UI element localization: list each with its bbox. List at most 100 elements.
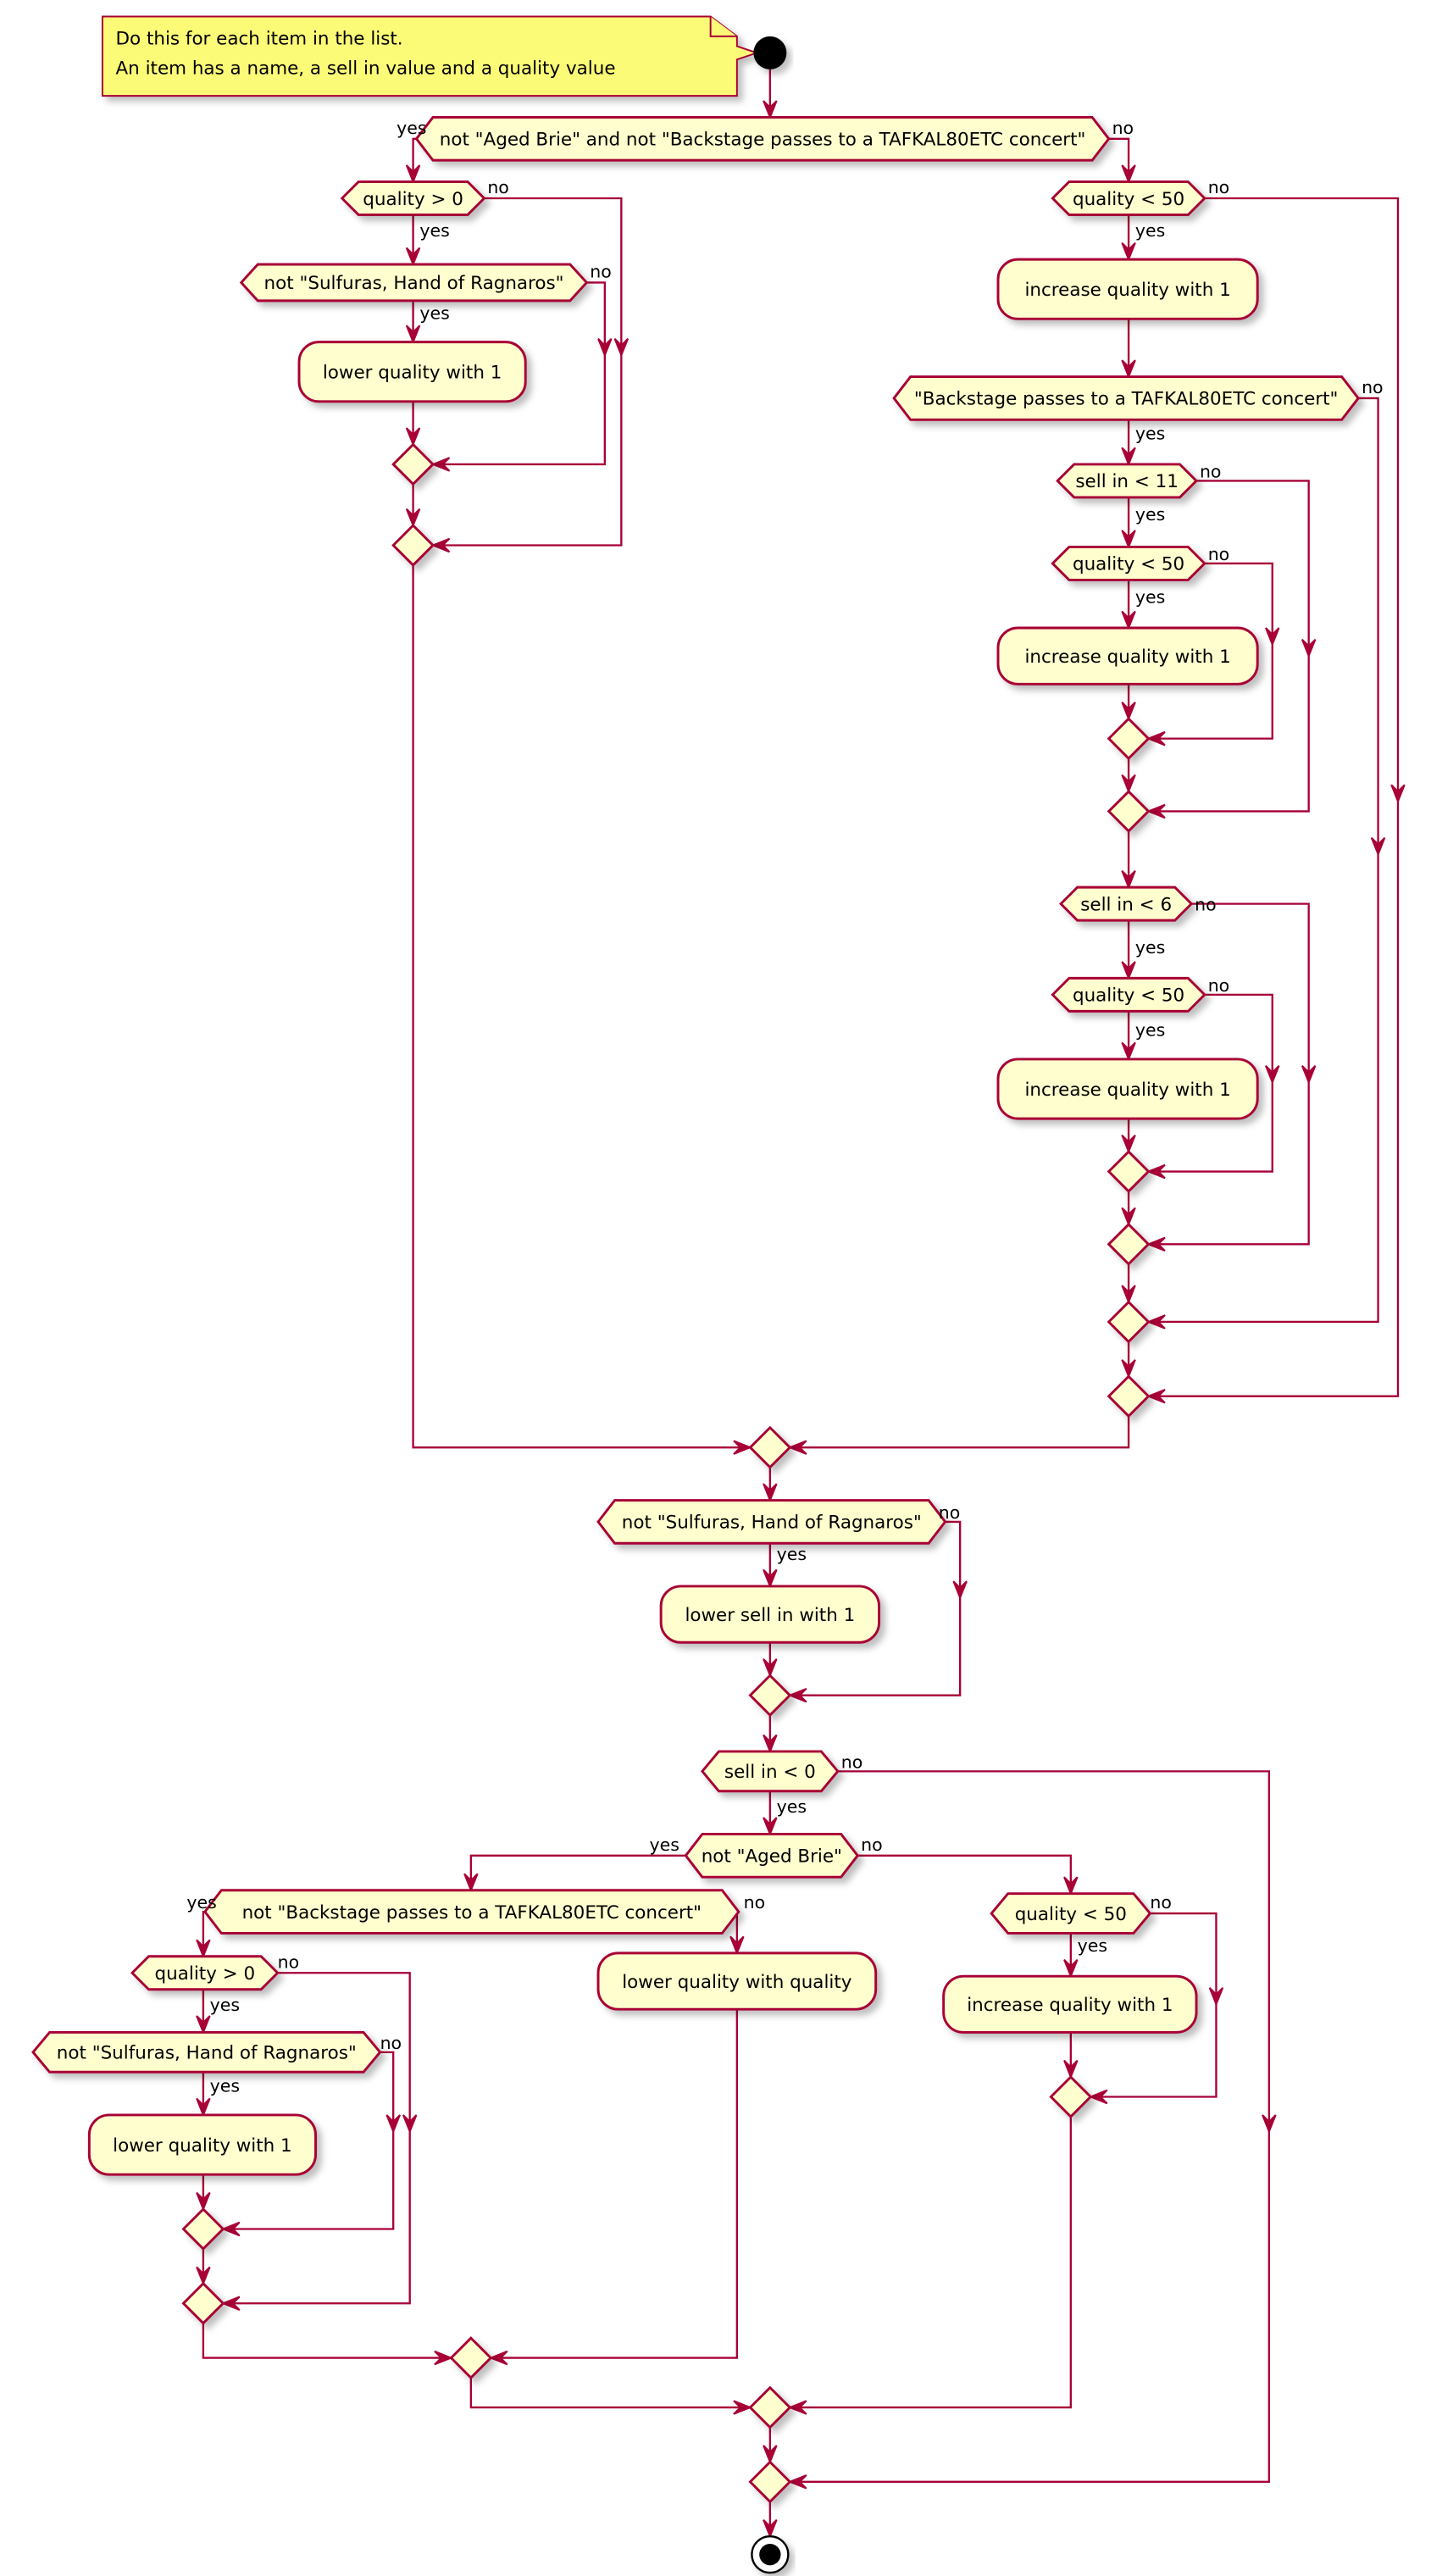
arrowhead-icon [463,1873,479,1893]
arrowhead-icon [1265,627,1280,647]
arrowhead-icon [196,2015,211,2035]
no-label: no [590,262,612,282]
action-a4: increase quality with 1 [996,1058,1259,1120]
arrowhead-icon [1121,530,1136,550]
node-label: not "Backstage passes to a TAFKAL80ETC c… [242,1902,702,1924]
arrowhead-icon [220,2296,241,2311]
decision-d5: "Backstage passes to a TAFKAL80ETC conce… [892,375,1361,421]
branch-labels: yes no no yes no yes no yes no yes no yes no yes no yes… [186,118,1383,2096]
action-a5: lower sell in with 1 [659,1585,881,1644]
node-label: sell in < 6 [1080,894,1172,915]
arrowhead-icon [1121,1041,1136,1062]
arrowhead-icon [1265,1065,1280,1085]
flow-line [790,1520,962,1696]
merge-diamond [1107,1374,1151,1418]
arrowhead-icon [1121,961,1136,981]
arrowhead-icon [597,338,613,358]
no-label: no [487,177,509,197]
arrowhead-icon [1121,1207,1136,1227]
node-label: quality < 50 [1015,1904,1127,1925]
yes-label: yes [419,303,449,323]
action-a1: lower quality with 1 [297,341,527,403]
yes-label: yes [1135,504,1165,525]
arrowhead-icon [402,2114,418,2135]
flow-line [223,1972,411,2305]
arrowhead-icon [763,1658,778,1678]
arrowhead-icon [763,1568,778,1589]
yes-label: yes [210,2076,240,2096]
yes-label: yes [777,1544,807,1564]
arrowhead-icon [787,1687,807,1703]
flow-line [469,2378,751,2409]
decision-d2: quality > 0 [340,180,486,216]
no-label: no [1112,118,1134,138]
no-label: no [1208,544,1230,564]
no-label: no [861,1835,883,1855]
merge-diamond [748,2460,792,2504]
decision-d11: sell in < 0 [700,1750,840,1793]
arrowhead-icon [196,2266,211,2286]
no-label: no [1208,975,1230,996]
node-label: not "Aged Brie" and not "Backstage passe… [440,130,1086,151]
node-label: lower quality with 1 [323,363,502,384]
no-label: no [1208,177,1230,197]
arrowhead-icon [385,2114,401,2135]
decision-d13: not "Backstage passes to a TAFKAL80ETC c… [202,1889,740,1935]
arrowhead-icon [763,100,778,120]
arrowhead-icon [952,1580,968,1601]
arrowhead-icon [1121,447,1136,467]
node-label: not "Sulfuras, Hand of Ragnaros" [57,2043,357,2064]
flow-line [857,1854,1072,1894]
arrowhead-icon [1063,2059,1079,2079]
no-label: no [380,2033,402,2053]
decision-d15: not "Sulfuras, Hand of Ragnaros" [31,2030,382,2074]
node-label: not "Sulfuras, Hand of Ragnaros" [264,273,564,294]
node-label: sell in < 11 [1075,471,1179,492]
arrowhead-icon [1063,1876,1079,1896]
arrowhead-icon [196,2097,211,2118]
note: Do this for each item in the list. An it… [101,15,760,97]
arrowhead-icon [1121,242,1136,262]
arrowhead-icon [787,2474,807,2490]
note-line-1: Do this for each item in the list. [116,29,403,50]
arrowhead-icon [1088,2089,1108,2105]
merge-diamond [449,2336,493,2380]
node-label: increase quality with 1 [1024,1080,1230,1101]
arrowhead-icon [430,457,451,472]
arrowhead-icon [1370,836,1386,857]
arrowhead-icon [1121,1359,1136,1379]
action-a7: lower quality with quality [596,1951,878,2011]
node-label: increase quality with 1 [1024,280,1230,301]
arrowhead-icon [613,338,630,358]
decision-d4: quality < 50 [1051,180,1206,216]
arrowhead-icon [405,427,421,447]
merge-diamond [1107,1150,1151,1193]
decision-d12: not "Aged Brie" [684,1833,860,1879]
arrowhead-icon [1121,164,1136,185]
arrowhead-icon [434,2350,454,2366]
merge-diamond [1107,1300,1151,1344]
decision-d10: not "Sulfuras, Hand of Ragnaros" [596,1499,947,1545]
no-label: no [1150,1892,1172,1913]
arrowhead-icon [1121,1134,1136,1154]
no-label: no [939,1502,961,1523]
node-label: not "Sulfuras, Hand of Ragnaros" [622,1513,922,1534]
flow-line [223,2051,395,2230]
node-label: quality < 50 [1073,554,1184,575]
arrowhead-icon [729,1935,745,1956]
yes-label: yes [186,1892,216,1913]
merge-diamond [748,1425,792,1469]
flow-line [1148,562,1273,740]
yes-label: yes [1135,1020,1165,1041]
flow-line [1108,137,1130,182]
arrowhead-icon [405,508,421,528]
flow-nodes: not "Aged Brie" and not "Backstage passe… [31,115,1361,2504]
arrowhead-icon [1301,1065,1317,1085]
arrowhead-icon [787,2400,807,2415]
arrowhead-icon [1063,1958,1079,1979]
node-label: sell in < 0 [724,1762,816,1783]
node-label: not "Aged Brie" [702,1846,842,1868]
decision-d6: sell in < 11 [1056,463,1199,499]
yes-label: yes [419,220,449,241]
arrowhead-icon [1208,1987,1224,2007]
